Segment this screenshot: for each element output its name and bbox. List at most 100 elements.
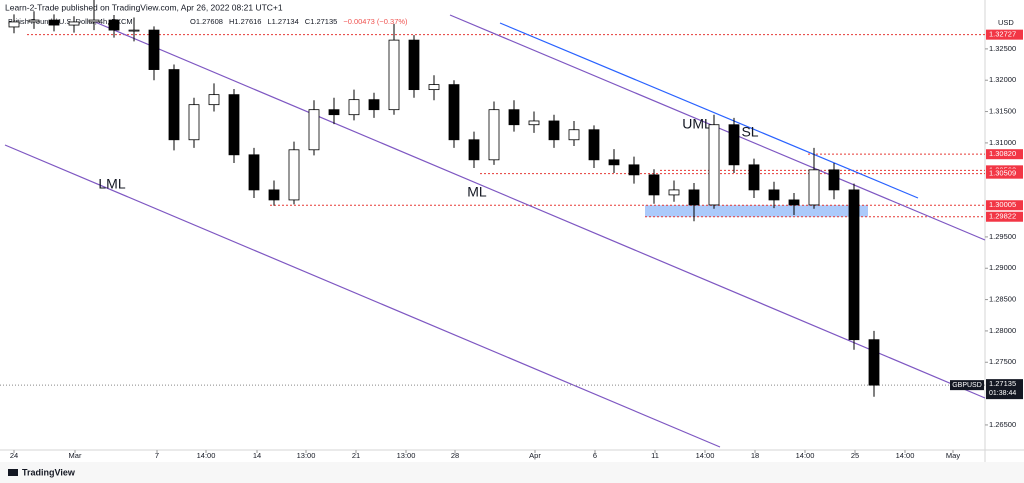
x-tick-label: 6 [593,451,597,460]
x-tick-label: 14:00 [796,451,815,460]
level-label-box [986,29,1023,40]
trendline [499,22,919,199]
candle-body [568,129,580,141]
x-tick-label: May [946,451,960,460]
level-label-box [986,211,1023,222]
candle-body [128,29,140,32]
candle-body [68,21,80,26]
candle-body [148,29,160,70]
y-tick-label: 1.26500 [989,420,1016,429]
x-tick-label: 14:00 [896,451,915,460]
y-tick-label: 1.32000 [989,75,1016,84]
x-tick-label: 25 [851,451,859,460]
candle-body [608,159,620,166]
x-tick-label: Mar [69,451,82,460]
candle-body [228,94,240,156]
candle-body [708,124,720,206]
logo-icon [8,469,18,476]
level-label: 1.30509 [989,169,1016,178]
x-tick-label: 14:00 [197,451,216,460]
symbol-label: GBPUSD [952,382,982,389]
published-info: Learn-2-Trade published on TradingView.c… [5,2,283,12]
y-tick-label: 1.29000 [989,263,1016,272]
candle-body [748,164,760,191]
candle-body [268,189,280,201]
candle-body [668,189,680,196]
candle-body [168,69,180,141]
candle-body [448,84,460,141]
candle-body [488,109,500,161]
countdown: 01:38:44 [989,390,1016,397]
x-tick-label: 14 [253,451,261,460]
annotation: ML [467,184,487,200]
candle-body [828,169,840,191]
x-tick-label: 14:00 [696,451,715,460]
footer-logo: TradingView [8,467,76,477]
candle-body [48,19,60,26]
candle-body [328,109,340,116]
ohlc-value: C1.27135 [305,17,338,26]
ohlc-value: O1.27608 [190,17,223,26]
y-tick-label: 1.29500 [989,232,1016,241]
candle-body [108,19,120,31]
ohlc-value: −0.00473 (−0.37%) [343,17,408,26]
currency: USD [998,18,1014,27]
annotation: UML [682,116,712,132]
candle-body [248,154,260,191]
x-tick-label: 7 [155,451,159,460]
candle-body [788,199,800,206]
candle-body [648,174,660,196]
symbol-box [950,380,984,391]
last-price-box [986,379,1023,400]
candle-body [308,109,320,151]
level-label: 1.32727 [989,30,1016,39]
candle-body [288,149,300,201]
candle-body [348,99,360,116]
candle-body [28,19,40,23]
y-tick-label: 1.28500 [989,295,1016,304]
level-label: 1.30005 [989,200,1016,209]
x-tick-label: 18 [751,451,759,460]
brand: TradingView [22,467,76,477]
y-tick-label: 1.32500 [989,44,1016,53]
x-tick-label: 13:00 [397,451,416,460]
level-label: 1.30820 [989,149,1016,158]
candle-body [588,129,600,161]
candle-body [868,339,880,386]
x-tick-label: 13:00 [297,451,316,460]
candle-body [208,94,220,106]
level-label-box [986,168,1023,179]
level-label-box [986,149,1023,160]
candle-body [848,189,860,341]
symbol-name: British Pound / U.S. Dollar, 4h, FXCM [8,17,133,26]
candle-body [628,164,640,176]
trendline [94,21,986,399]
candle-body [388,39,400,111]
last-price-label: 1.27135 [989,379,1016,388]
footer-bar [0,462,1024,483]
candle-body [768,189,780,201]
level-label: 1.29822 [989,212,1016,221]
candle-body [548,120,560,141]
candle-body [688,189,700,206]
level-label-box [986,200,1023,211]
ohlc-value: H1.27616 [229,17,262,26]
annotation: LML [98,176,125,192]
x-tick-label: 24 [10,451,18,460]
candle-body [408,39,420,91]
candle-body [808,169,820,206]
support-zone [645,205,868,217]
candle-body [508,109,520,126]
trendline [4,144,721,448]
y-tick-label: 1.31000 [989,138,1016,147]
candle-body [188,104,200,141]
candle-body [368,99,380,111]
candle-body [528,120,540,126]
x-tick-label: Apr [529,451,541,460]
y-tick-label: 1.31500 [989,107,1016,116]
candle-body [8,21,20,28]
x-tick-label: 11 [651,451,659,460]
y-tick-label: 1.28000 [989,326,1016,335]
candle-body [468,139,480,161]
